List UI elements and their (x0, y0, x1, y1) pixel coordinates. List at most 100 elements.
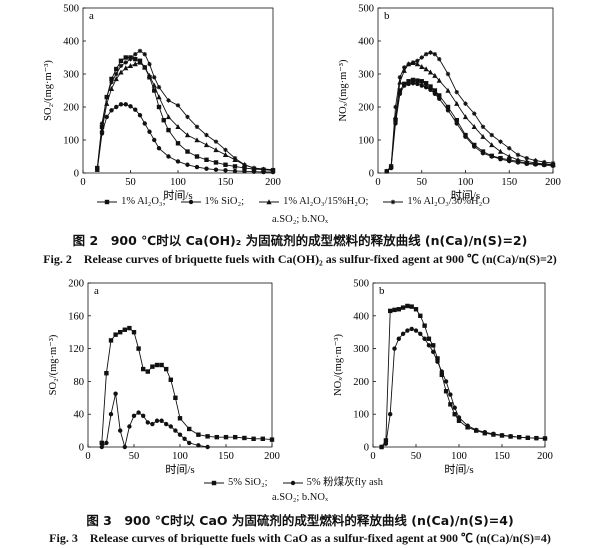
chart-p2b: b 0 50 100 150 200 0 100 200 300 400 500 时间/s NOₓ/(mg… (338, 4, 561, 203)
data-point (223, 434, 229, 440)
fig2-caption-en: Fig. 2 Release curves of briquette fuels… (43, 252, 557, 266)
data-point (423, 66, 429, 72)
data-point (443, 379, 449, 384)
data-point (400, 305, 406, 310)
data-point (142, 52, 147, 57)
data-point (173, 428, 178, 433)
series-line (381, 328, 546, 448)
data-point (474, 427, 479, 433)
data-point (242, 162, 247, 167)
data-point (401, 67, 407, 73)
x-tick-label: 200 (264, 451, 280, 462)
data-point (448, 402, 453, 407)
data-point (428, 84, 433, 89)
data-point (454, 118, 459, 123)
data-point (242, 169, 247, 174)
fig3-legend: 5% SiO₂; 5% 粉煤灰fly ash (0, 474, 600, 489)
data-point (109, 80, 114, 85)
data-point (204, 132, 209, 138)
fig3-caption-cn: 图 3 900 ℃时以 CaO 为固硫剂的成型燃料的释放曲线 (n(Ca)/n(… (86, 513, 514, 528)
legend-item: 1% Al₂O₃/30%H₂O (382, 196, 490, 207)
series-line (381, 305, 546, 448)
panel-label: a (94, 285, 99, 297)
data-point (392, 114, 399, 120)
data-point (205, 434, 210, 439)
data-point (232, 164, 238, 169)
data-point (154, 362, 160, 368)
data-point (419, 55, 424, 60)
data-point (542, 436, 548, 441)
y-tick-label: 200 (353, 377, 369, 388)
data-point (463, 134, 468, 139)
data-point (128, 56, 133, 62)
series-1 (95, 102, 276, 175)
data-point (185, 114, 190, 120)
data-point (213, 147, 219, 153)
fig3-caption-en: Fig. 3 Release curves of briquette fuels… (49, 531, 551, 545)
data-point (194, 137, 200, 143)
data-point (383, 441, 389, 446)
data-point (524, 155, 529, 161)
data-point (184, 132, 191, 138)
data-point (114, 71, 119, 77)
y-axis-label: NOₓ/(mg·m⁻³) (338, 59, 349, 121)
data-point (118, 69, 124, 75)
data-point (118, 102, 124, 107)
x-axis-label: 时间/s (163, 189, 192, 202)
y-tick-label: 0 (364, 443, 369, 454)
data-point (152, 88, 157, 93)
legend-symbol (104, 199, 110, 204)
y-tick-label: 300 (353, 344, 369, 355)
data-point (156, 146, 162, 151)
data-point (415, 81, 420, 87)
data-point (379, 444, 384, 450)
data-point (122, 327, 127, 332)
data-point (113, 76, 119, 82)
data-point (435, 359, 440, 364)
data-point (122, 444, 128, 450)
data-point (164, 421, 169, 427)
legend-marker (259, 198, 280, 204)
data-point (242, 435, 247, 441)
data-point (534, 435, 539, 441)
data-point (150, 364, 155, 369)
y-tick-label: 500 (63, 4, 79, 15)
data-point (414, 61, 420, 67)
data-point (214, 434, 219, 440)
data-point (410, 81, 416, 86)
data-point (114, 66, 119, 72)
data-point (415, 78, 420, 83)
x-tick-label: 150 (501, 177, 517, 188)
data-point (151, 82, 157, 88)
legend-symbol (266, 198, 272, 204)
data-point (175, 103, 181, 108)
y-tick-label: 100 (358, 136, 374, 147)
y-tick-label: 300 (358, 70, 374, 81)
data-point (141, 366, 146, 372)
x-axis-label: 时间/s (444, 463, 473, 476)
data-point (99, 444, 105, 450)
y-tick-label: 200 (358, 103, 374, 114)
data-point (419, 83, 424, 88)
data-point (270, 167, 276, 172)
x-tick-label: 0 (370, 451, 375, 462)
data-point (533, 158, 538, 163)
data-point (95, 165, 100, 171)
data-point (542, 159, 547, 165)
x-tick-label: 0 (375, 177, 380, 188)
data-point (422, 336, 427, 341)
x-axis-label: 时间/s (451, 189, 480, 202)
data-point (127, 325, 132, 331)
data-point (428, 50, 433, 55)
data-point (137, 59, 143, 65)
data-point (423, 85, 429, 90)
data-point (426, 343, 432, 348)
data-point (118, 330, 123, 335)
data-point (480, 124, 486, 129)
data-point (392, 346, 397, 351)
data-point (146, 72, 153, 78)
data-point (123, 65, 129, 71)
data-point (223, 162, 228, 167)
data-point (203, 142, 210, 148)
data-point (104, 114, 109, 120)
